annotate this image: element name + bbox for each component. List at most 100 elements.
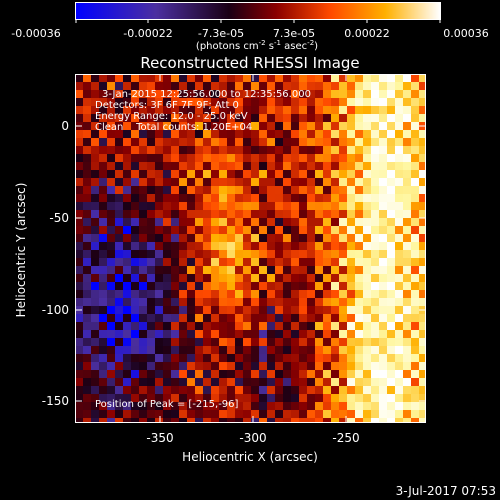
- image-pixel: [131, 186, 139, 194]
- image-pixel: [195, 234, 203, 242]
- image-pixel: [171, 258, 179, 266]
- image-pixel: [235, 274, 243, 282]
- colorbar-gradient: [76, 3, 440, 19]
- image-pixel: [371, 410, 379, 418]
- image-pixel: [99, 274, 107, 282]
- image-pixel: [131, 394, 139, 402]
- image-pixel: [395, 162, 403, 170]
- image-pixel: [107, 330, 115, 338]
- image-pixel: [171, 338, 179, 346]
- image-pixel: [219, 258, 227, 266]
- image-pixel: [171, 130, 179, 138]
- image-pixel: [411, 314, 419, 322]
- image-pixel: [283, 146, 291, 154]
- image-pixel: [227, 330, 235, 338]
- image-pixel: [291, 234, 299, 242]
- image-pixel: [387, 146, 395, 154]
- image-pixel: [99, 186, 107, 194]
- image-pixel: [283, 290, 291, 298]
- image-pixel: [355, 194, 363, 202]
- image-pixel: [211, 122, 219, 130]
- image-pixel: [283, 138, 291, 146]
- image-pixel: [195, 186, 203, 194]
- image-pixel: [299, 418, 307, 423]
- image-pixel: [259, 178, 267, 186]
- image-pixel: [371, 74, 379, 82]
- image-pixel: [147, 418, 155, 423]
- x-tick-label: -250: [332, 431, 359, 445]
- image-pixel: [331, 274, 339, 282]
- image-pixel: [387, 186, 395, 194]
- image-pixel: [107, 130, 115, 138]
- image-pixel: [83, 74, 91, 82]
- image-pixel: [323, 266, 331, 274]
- image-pixel: [315, 354, 323, 362]
- image-pixel: [187, 346, 195, 354]
- image-pixel: [315, 330, 323, 338]
- image-pixel: [347, 266, 355, 274]
- image-pixel: [115, 210, 123, 218]
- image-pixel: [139, 378, 147, 386]
- image-pixel: [291, 114, 299, 122]
- image-pixel: [147, 370, 155, 378]
- image-pixel: [107, 194, 115, 202]
- image-pixel: [363, 362, 371, 370]
- image-pixel: [219, 314, 227, 322]
- image-pixel: [115, 338, 123, 346]
- image-pixel: [131, 322, 139, 330]
- image-pixel: [387, 338, 395, 346]
- image-pixel: [75, 378, 83, 386]
- image-pixel: [267, 282, 275, 290]
- image-pixel: [419, 178, 426, 186]
- image-pixel: [275, 282, 283, 290]
- image-pixel: [83, 210, 91, 218]
- image-pixel: [195, 242, 203, 250]
- image-pixel: [99, 170, 107, 178]
- image-pixel: [107, 402, 115, 410]
- image-pixel: [83, 274, 91, 282]
- image-pixel: [179, 234, 187, 242]
- image-pixel: [371, 138, 379, 146]
- image-pixel: [107, 394, 115, 402]
- image-pixel: [211, 114, 219, 122]
- image-pixel: [123, 138, 131, 146]
- image-pixel: [107, 162, 115, 170]
- image-pixel: [371, 130, 379, 138]
- image-pixel: [235, 74, 243, 82]
- image-pixel: [291, 314, 299, 322]
- image-pixel: [139, 410, 147, 418]
- image-pixel: [147, 114, 155, 122]
- image-pixel: [99, 394, 107, 402]
- image-pixel: [379, 274, 387, 282]
- image-pixel: [323, 178, 331, 186]
- image-pixel: [299, 90, 307, 98]
- image-pixel: [411, 378, 419, 386]
- image-pixel: [307, 258, 315, 266]
- image-pixel: [363, 290, 371, 298]
- image-pixel: [419, 202, 426, 210]
- image-pixel: [363, 90, 371, 98]
- image-pixel: [371, 362, 379, 370]
- image-pixel: [195, 114, 203, 122]
- image-pixel: [211, 170, 219, 178]
- image-pixel: [291, 258, 299, 266]
- image-pixel: [227, 242, 235, 250]
- image-pixel: [163, 402, 171, 410]
- image-pixel: [371, 210, 379, 218]
- image-pixel: [291, 218, 299, 226]
- image-pixel: [371, 418, 379, 423]
- image-pixel: [203, 186, 211, 194]
- image-pixel: [91, 298, 99, 306]
- image-pixel: [171, 314, 179, 322]
- image-pixel: [131, 210, 139, 218]
- image-pixel: [411, 218, 419, 226]
- image-pixel: [387, 394, 395, 402]
- image-pixel: [323, 354, 331, 362]
- image-pixel: [155, 370, 163, 378]
- image-pixel: [315, 178, 323, 186]
- image-pixel: [275, 90, 283, 98]
- image-pixel: [347, 282, 355, 290]
- image-pixel: [259, 98, 267, 106]
- image-pixel: [339, 354, 347, 362]
- image-pixel: [395, 354, 403, 362]
